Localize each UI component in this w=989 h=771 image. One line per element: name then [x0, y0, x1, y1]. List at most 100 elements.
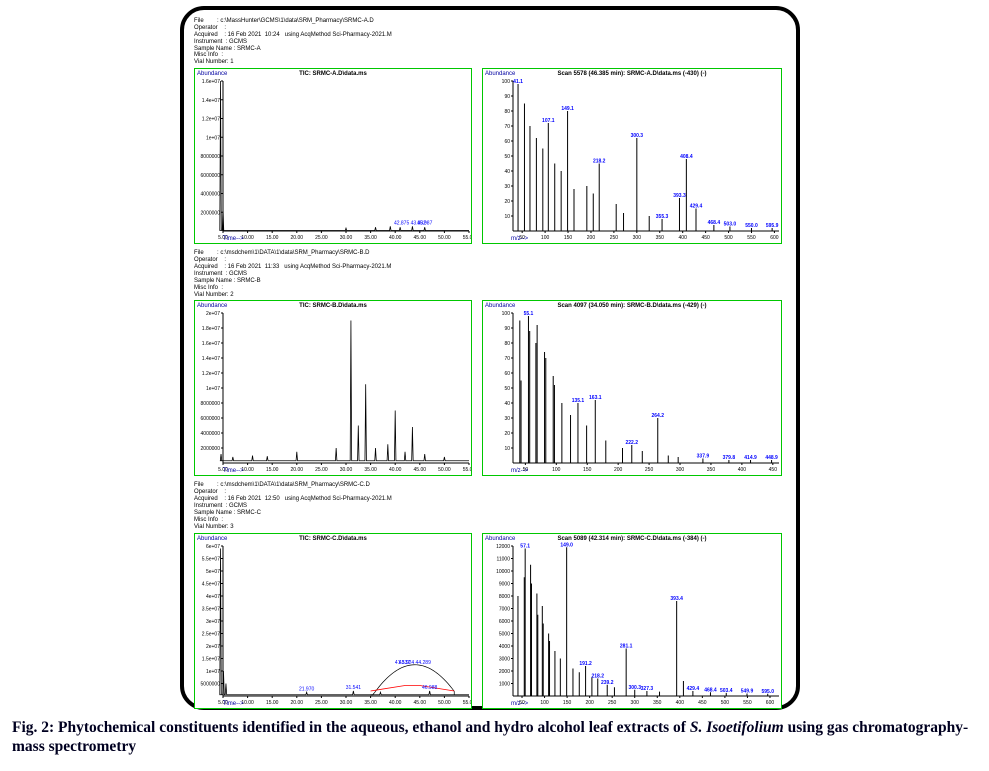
spectrum-xlabel-2: m/z-->: [511, 701, 528, 707]
svg-text:40: 40: [504, 169, 510, 175]
svg-text:4000000: 4000000: [201, 192, 221, 198]
svg-text:15.00: 15.00: [266, 235, 279, 241]
svg-text:80: 80: [504, 109, 510, 115]
svg-text:2000: 2000: [499, 669, 510, 675]
svg-text:1.8e+07: 1.8e+07: [202, 326, 220, 332]
svg-text:21.970: 21.970: [299, 686, 315, 692]
svg-text:1.6e+07: 1.6e+07: [202, 341, 220, 347]
svg-text:35.00: 35.00: [364, 700, 377, 706]
svg-text:1.2e+07: 1.2e+07: [202, 371, 220, 377]
svg-text:300.3: 300.3: [628, 684, 641, 690]
svg-text:5000: 5000: [499, 631, 510, 637]
svg-text:90: 90: [504, 326, 510, 332]
figure-caption: Fig. 2: Phytochemical constituents ident…: [12, 718, 972, 757]
svg-text:57.1: 57.1: [520, 543, 530, 549]
spectrum-ylabel-0: Abundance: [485, 71, 515, 77]
svg-text:414.9: 414.9: [744, 455, 757, 461]
svg-text:200: 200: [587, 235, 596, 241]
svg-text:595.0: 595.0: [761, 688, 774, 694]
svg-text:355.3: 355.3: [656, 214, 669, 220]
spectrum-title-0: Scan 5578 (46.385 min): SRMC-A.D\data.ms…: [483, 71, 781, 77]
svg-text:6000000: 6000000: [201, 173, 221, 179]
svg-text:11000: 11000: [496, 556, 510, 562]
svg-text:70: 70: [504, 124, 510, 130]
svg-text:450: 450: [698, 700, 707, 706]
svg-text:7000: 7000: [499, 606, 510, 612]
panel-meta-1: File : c:\msdchem\1\DATA\1\data\SRM_Phar…: [194, 250, 786, 298]
svg-text:45.00: 45.00: [414, 467, 427, 473]
svg-text:250: 250: [610, 235, 619, 241]
figure-frame: File : c:\MassHunter\GCMS\1\data\SRM_Pha…: [180, 6, 800, 710]
mass-spectrum-1: Scan 4097 (34.050 min): SRMC-B.D\data.ms…: [482, 300, 782, 476]
svg-text:90: 90: [504, 94, 510, 100]
svg-text:500: 500: [724, 235, 733, 241]
svg-text:300: 300: [676, 467, 685, 473]
svg-text:20: 20: [504, 199, 510, 205]
svg-text:8000: 8000: [499, 594, 510, 600]
svg-text:60: 60: [504, 371, 510, 377]
panel-row-2: TIC: SRMC-C.D\data.msAbundanceTime-->6e+…: [194, 533, 786, 709]
svg-text:448.9: 448.9: [765, 455, 778, 461]
svg-text:250: 250: [645, 467, 654, 473]
svg-text:4.5e+07: 4.5e+07: [202, 581, 220, 587]
svg-text:4e+07: 4e+07: [206, 594, 220, 600]
svg-text:20.00: 20.00: [291, 700, 304, 706]
svg-text:500: 500: [721, 700, 730, 706]
svg-text:163.1: 163.1: [589, 395, 602, 401]
svg-text:1000: 1000: [499, 681, 510, 687]
svg-text:550: 550: [743, 700, 752, 706]
svg-text:55.1: 55.1: [524, 311, 534, 317]
svg-text:2.5e+07: 2.5e+07: [202, 631, 220, 637]
chromatogram-xlabel-0: Time-->: [223, 236, 244, 242]
svg-text:46.988: 46.988: [422, 685, 438, 691]
chromatogram-title-2: TIC: SRMC-C.D\data.ms: [195, 536, 471, 542]
svg-text:6e+07: 6e+07: [206, 544, 220, 550]
svg-text:55.00: 55.00: [463, 235, 472, 241]
svg-text:149.0: 149.0: [560, 542, 573, 548]
svg-text:450: 450: [769, 467, 778, 473]
svg-text:468.4: 468.4: [704, 687, 717, 693]
svg-text:350: 350: [653, 700, 662, 706]
svg-text:50.00: 50.00: [438, 467, 451, 473]
svg-text:218.2: 218.2: [593, 159, 606, 165]
spectrum-xlabel-1: m/z-->: [511, 468, 528, 474]
svg-text:2000000: 2000000: [201, 210, 221, 216]
svg-text:2000000: 2000000: [201, 446, 221, 452]
svg-text:15.00: 15.00: [266, 467, 279, 473]
svg-text:50.00: 50.00: [438, 235, 451, 241]
spectrum-title-1: Scan 4097 (34.050 min): SRMC-B.D\data.ms…: [483, 303, 781, 309]
chromatogram-ylabel-1: Abundance: [197, 303, 227, 309]
svg-text:80: 80: [504, 341, 510, 347]
chromatogram-0: TIC: SRMC-A.D\data.msAbundanceTime-->1.6…: [194, 68, 472, 244]
svg-text:8000000: 8000000: [201, 401, 221, 407]
svg-text:393.3: 393.3: [673, 193, 686, 199]
svg-text:400: 400: [738, 467, 747, 473]
svg-text:550.0: 550.0: [745, 223, 758, 229]
svg-text:250: 250: [608, 700, 617, 706]
chromatogram-2: TIC: SRMC-C.D\data.msAbundanceTime-->6e+…: [194, 533, 472, 709]
svg-text:2e+07: 2e+07: [206, 311, 220, 317]
svg-text:6000: 6000: [499, 619, 510, 625]
svg-text:20.00: 20.00: [291, 235, 304, 241]
svg-text:350: 350: [707, 467, 716, 473]
chromatogram-xlabel-1: Time-->: [223, 468, 244, 474]
svg-text:3e+07: 3e+07: [206, 619, 220, 625]
svg-text:40: 40: [504, 401, 510, 407]
svg-text:6000000: 6000000: [201, 416, 221, 422]
svg-text:150: 150: [564, 235, 573, 241]
svg-text:1.4e+07: 1.4e+07: [202, 356, 220, 362]
panel-meta-2: File : c:\msdchem\1\DATA\1\data\SRM_Phar…: [194, 482, 786, 530]
svg-text:8000000: 8000000: [201, 154, 221, 160]
panel-block-0: File : c:\MassHunter\GCMS\1\data\SRM_Pha…: [194, 18, 786, 244]
panel-block-1: File : c:\msdchem\1\DATA\1\data\SRM_Phar…: [194, 250, 786, 476]
panel-block-2: File : c:\msdchem\1\DATA\1\data\SRM_Phar…: [194, 482, 786, 708]
svg-text:70: 70: [504, 356, 510, 362]
svg-text:600: 600: [766, 700, 775, 706]
svg-text:30.00: 30.00: [340, 700, 353, 706]
svg-text:300: 300: [633, 235, 642, 241]
svg-text:31.541: 31.541: [346, 685, 362, 691]
svg-text:4000: 4000: [499, 644, 510, 650]
svg-text:300: 300: [631, 700, 640, 706]
svg-text:9000: 9000: [499, 581, 510, 587]
svg-text:25.00: 25.00: [315, 700, 328, 706]
